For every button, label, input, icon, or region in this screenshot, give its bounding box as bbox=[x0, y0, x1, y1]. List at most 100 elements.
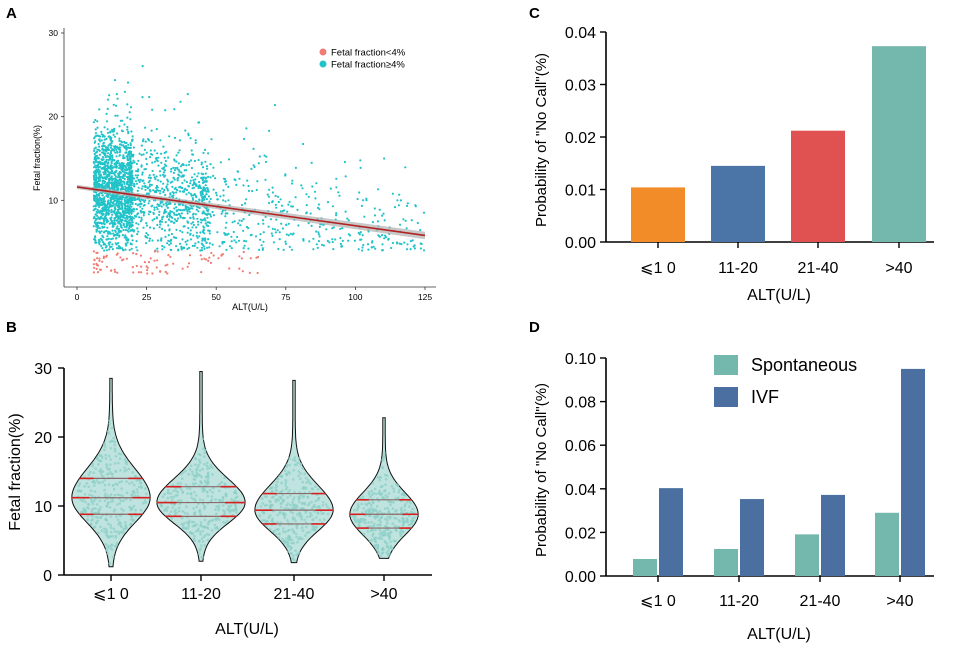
violin-point bbox=[123, 466, 126, 470]
violin-point bbox=[114, 470, 118, 473]
violin-point bbox=[326, 512, 330, 516]
scatter-point bbox=[414, 205, 417, 208]
scatter-point bbox=[360, 204, 363, 207]
scatter-point bbox=[113, 173, 116, 176]
violin-point bbox=[287, 535, 290, 539]
scatter-point bbox=[173, 108, 176, 111]
scatter-point bbox=[103, 166, 106, 169]
violin-point bbox=[125, 480, 128, 483]
panel-c-bar: 0.000.010.020.030.04⩽1 0 11-20 21-40 >40ALT… bbox=[533, 25, 934, 304]
violin-point bbox=[380, 492, 384, 495]
scatter-point bbox=[119, 184, 122, 187]
violin-point bbox=[125, 462, 128, 466]
scatter-point bbox=[130, 212, 133, 215]
violin-point bbox=[295, 535, 298, 539]
scatter-point bbox=[109, 158, 112, 161]
scatter-point bbox=[107, 158, 110, 161]
scatter-point bbox=[160, 218, 164, 221]
scatter-point bbox=[130, 139, 134, 142]
scatter-point bbox=[404, 219, 407, 222]
violin-point bbox=[395, 483, 398, 486]
violin-point bbox=[206, 471, 210, 475]
scatter-point bbox=[282, 209, 286, 212]
scatter-point bbox=[236, 170, 239, 173]
scatter-point bbox=[141, 179, 144, 182]
scatter-point bbox=[180, 171, 183, 174]
violin-point bbox=[88, 493, 91, 497]
violin-point bbox=[144, 501, 147, 504]
violin-point bbox=[376, 543, 380, 547]
scatter-point bbox=[128, 200, 131, 203]
scatter-point bbox=[104, 243, 107, 246]
scatter-point bbox=[343, 160, 346, 164]
violin-point bbox=[224, 492, 228, 496]
violin-point bbox=[378, 532, 382, 536]
violin-point bbox=[356, 503, 360, 506]
violin-point bbox=[89, 470, 92, 474]
scatter-point bbox=[173, 203, 176, 206]
y-tick-label: 30 bbox=[34, 361, 52, 378]
scatter-point bbox=[113, 162, 117, 165]
scatter-point bbox=[112, 133, 115, 136]
scatter-point bbox=[131, 162, 134, 165]
violin-point bbox=[197, 539, 201, 543]
x-tick-label: 25 bbox=[142, 292, 152, 302]
scatter-point bbox=[112, 187, 115, 190]
scatter-point bbox=[233, 220, 236, 223]
violin-point bbox=[109, 500, 113, 503]
scatter-point bbox=[97, 203, 100, 206]
x-axis-label: ALT(U/L) bbox=[232, 302, 268, 312]
scatter-point-low bbox=[210, 251, 213, 255]
violin-point bbox=[211, 491, 214, 494]
scatter-point bbox=[285, 223, 288, 226]
scatter-point bbox=[141, 65, 144, 68]
violin-point bbox=[108, 561, 112, 565]
scatter-point bbox=[188, 208, 191, 211]
scatter-point bbox=[224, 215, 227, 218]
scatter-point bbox=[164, 159, 167, 163]
scatter-point bbox=[100, 158, 103, 161]
scatter-point bbox=[126, 81, 130, 84]
scatter-point bbox=[162, 182, 165, 185]
violin-point bbox=[211, 466, 214, 469]
violin-point bbox=[386, 495, 389, 499]
scatter-point bbox=[95, 228, 98, 231]
violin-point bbox=[103, 499, 107, 503]
violin-point bbox=[411, 507, 414, 511]
scatter-point bbox=[331, 238, 334, 241]
violin-point bbox=[281, 500, 285, 504]
violin-point bbox=[403, 493, 406, 496]
violin-point bbox=[104, 517, 107, 521]
scatter-point bbox=[96, 208, 99, 212]
scatter-point bbox=[202, 225, 205, 228]
violin-point bbox=[134, 494, 137, 498]
violin-point bbox=[211, 473, 214, 476]
scatter-point bbox=[201, 192, 204, 195]
scatter-point bbox=[158, 170, 162, 173]
violin-point bbox=[234, 489, 237, 493]
scatter-point bbox=[261, 219, 265, 222]
violin-point bbox=[381, 495, 385, 499]
scatter-point-low bbox=[143, 261, 146, 264]
scatter-point bbox=[191, 153, 194, 156]
scatter-point bbox=[308, 240, 311, 243]
scatter-point bbox=[372, 245, 375, 248]
scatter-point bbox=[162, 191, 165, 194]
violin-point bbox=[199, 530, 202, 534]
scatter-point bbox=[284, 240, 287, 243]
scatter-point bbox=[194, 213, 197, 216]
violin-point bbox=[389, 544, 393, 548]
panel-label-b: B bbox=[6, 319, 17, 336]
scatter-point bbox=[97, 194, 101, 197]
violin-point bbox=[292, 530, 296, 533]
scatter-point-low bbox=[199, 254, 202, 257]
violin-point bbox=[94, 467, 97, 470]
scatter-point bbox=[207, 195, 210, 198]
scatter-point bbox=[116, 208, 119, 211]
violin-point bbox=[374, 492, 378, 496]
violin-point bbox=[175, 511, 178, 515]
scatter-point bbox=[204, 184, 207, 187]
scatter-point bbox=[339, 236, 342, 240]
scatter-point bbox=[125, 214, 128, 217]
violin-point bbox=[169, 492, 173, 495]
